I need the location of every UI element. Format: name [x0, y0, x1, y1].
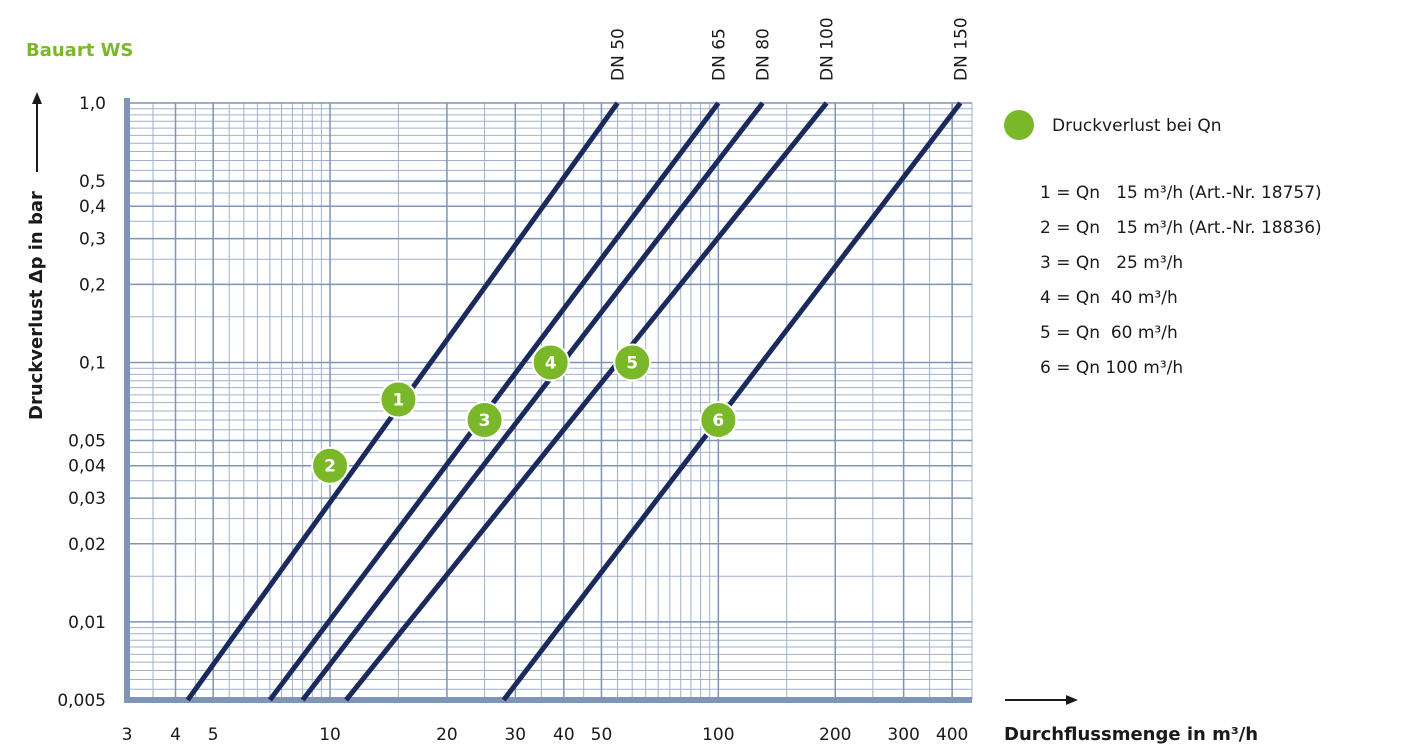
plot: DN 50 DN 65 DN 80 DN 100 DN 150 1 2 3 4 5 6	[185, 17, 971, 702]
x-tick-label: 3	[122, 725, 133, 745]
point	[465, 401, 504, 440]
point-label: 1	[392, 390, 404, 410]
legend-marker	[1004, 110, 1034, 140]
dn-label: DN 50	[609, 28, 629, 81]
x-axis-label: Durchflussmenge in m³/h	[1004, 724, 1258, 745]
legend-item: 5 = Qn 60 m³/h	[1040, 323, 1178, 343]
legend-title: Druckverlust bei Qn	[1052, 116, 1222, 136]
point-label: 6	[712, 411, 724, 431]
y-tick-label: 0,03	[68, 489, 106, 509]
y-tick-label: 0,04	[68, 457, 106, 477]
dn-label: DN 65	[709, 28, 729, 81]
legend-item: 2 = Qn 15 m³/h (Art.-Nr. 18836)	[1040, 218, 1322, 238]
x-tick-label: 10	[319, 725, 341, 745]
x-tick-label: 30	[504, 725, 526, 745]
dn-label: DN 150	[951, 17, 971, 81]
point-label: 4	[545, 353, 557, 373]
y-arrowhead	[32, 92, 42, 104]
grid: 3 4 5 10 20 30 40 50 100 200 300 400 0,005 0,01 0,02 0,…	[57, 94, 973, 745]
x-tick-label: 5	[208, 725, 219, 745]
y-tick-label: 0,5	[79, 172, 106, 192]
y-tick-label: 0,1	[79, 353, 106, 373]
y-tick-label: 1,0	[79, 94, 106, 114]
legend-item: 3 = Qn 25 m³/h	[1040, 253, 1183, 273]
x-arrowhead	[1066, 695, 1078, 705]
x-tick-label: 50	[591, 725, 613, 745]
dn-line	[501, 101, 963, 702]
y-axis-label: Druckverlust Δp in bar	[26, 191, 47, 420]
point	[379, 380, 418, 419]
point-label: 5	[626, 353, 638, 373]
y-tick-label: 0,2	[79, 275, 106, 295]
legend-item: 1 = Qn 15 m³/h (Art.-Nr. 18757)	[1040, 183, 1322, 203]
y-tick-label: 0,4	[79, 197, 106, 217]
y-tick-label: 0,3	[79, 230, 106, 250]
point-label: 2	[324, 457, 336, 477]
legend-item: 6 = Qn 100 m³/h	[1040, 358, 1183, 378]
y-tick-label: 0,005	[57, 691, 106, 711]
x-tick-label: 300	[887, 725, 919, 745]
dn-label: DN 80	[754, 28, 774, 81]
y-tick-label: 0,02	[68, 535, 106, 555]
x-tick-label: 4	[170, 725, 181, 745]
dn-line	[300, 101, 765, 702]
y-tick-label: 0,05	[68, 432, 106, 452]
x-tick-label: 20	[436, 725, 458, 745]
point	[613, 343, 652, 382]
dn-line	[344, 101, 829, 702]
x-tick-label: 100	[702, 725, 734, 745]
chart-title: Bauart WS	[26, 40, 133, 61]
x-tick-label: 400	[936, 725, 968, 745]
point-label: 3	[479, 411, 491, 431]
dn-line	[267, 101, 721, 702]
x-tick-label: 200	[819, 725, 851, 745]
point	[699, 401, 738, 440]
legend-item: 4 = Qn 40 m³/h	[1040, 288, 1178, 308]
x-tick-label: 40	[553, 725, 575, 745]
point	[531, 343, 570, 382]
point	[311, 446, 350, 485]
y-tick-label: 0,01	[68, 613, 106, 633]
dn-label: DN 100	[818, 17, 838, 81]
